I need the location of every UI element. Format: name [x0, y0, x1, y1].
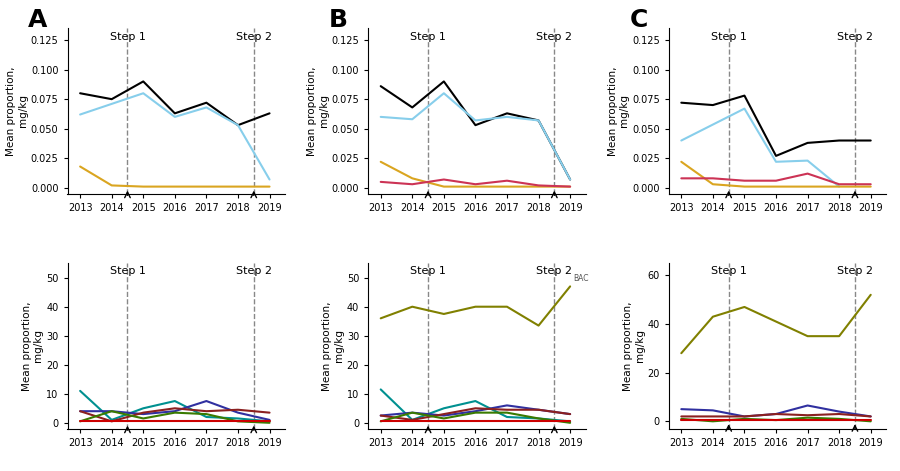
Text: B: B	[328, 8, 348, 32]
Text: C: C	[629, 8, 648, 32]
Text: Step 2: Step 2	[536, 267, 572, 276]
Text: Step 2: Step 2	[837, 267, 873, 276]
Text: Step 1: Step 1	[410, 32, 446, 41]
Text: Step 2: Step 2	[236, 267, 272, 276]
Text: A: A	[28, 8, 48, 32]
Y-axis label: Mean proportion,
mg/kg: Mean proportion, mg/kg	[608, 66, 629, 156]
Y-axis label: Mean proportion,
mg/kg: Mean proportion, mg/kg	[623, 301, 644, 390]
Y-axis label: Mean proportion,
mg/kg: Mean proportion, mg/kg	[307, 66, 328, 156]
Text: Step 2: Step 2	[837, 32, 873, 41]
Text: Step 1: Step 1	[110, 267, 146, 276]
Text: Step 1: Step 1	[711, 32, 747, 41]
Text: Step 2: Step 2	[236, 32, 272, 41]
Text: Step 1: Step 1	[110, 32, 146, 41]
Text: Step 1: Step 1	[711, 267, 747, 276]
Text: Step 1: Step 1	[410, 267, 446, 276]
Y-axis label: Mean proportion,
mg/kg: Mean proportion, mg/kg	[22, 301, 43, 390]
Y-axis label: Mean proportion,
mg/kg: Mean proportion, mg/kg	[6, 66, 28, 156]
Text: BAC: BAC	[573, 274, 589, 284]
Y-axis label: Mean proportion,
mg/kg: Mean proportion, mg/kg	[322, 301, 344, 390]
Text: Step 2: Step 2	[536, 32, 572, 41]
